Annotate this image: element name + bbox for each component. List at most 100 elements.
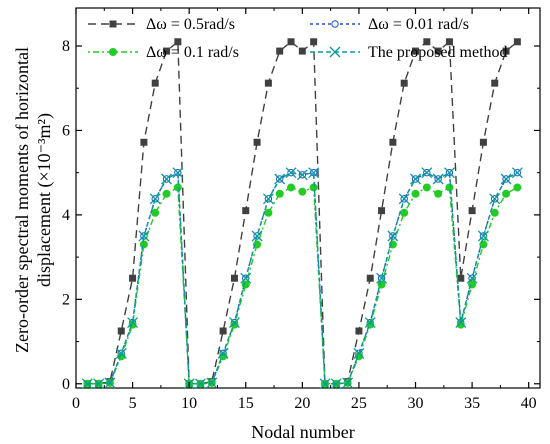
data-point [355,327,363,335]
data-point [513,38,521,46]
x-tick-label: 10 [181,395,197,412]
series-1 [83,38,521,388]
data-point [285,167,297,179]
data-point [364,317,376,329]
y-tick-label: 2 [62,291,70,308]
data-point [276,47,284,55]
x-tick-label: 20 [294,395,310,412]
data-point [174,38,182,46]
data-point [400,79,408,87]
data-point [230,274,238,282]
data-point [421,167,433,179]
legend-label: Δω = 0.01 rad/s [368,16,469,33]
data-point [500,173,512,185]
data-point [172,167,184,179]
data-point [298,47,306,55]
data-point [287,183,296,192]
data-point [195,378,206,390]
x-tick-label: 35 [464,395,480,412]
data-point [377,280,386,289]
plot-border [75,7,541,389]
data-point [253,138,261,146]
legend-item-3: Δω = 0.1 rad/s [88,44,239,61]
data-point [93,378,105,390]
y-tick-label: 4 [62,207,70,224]
series-4 [81,167,523,390]
data-point [445,38,453,46]
x-tick-label: 25 [351,395,367,412]
data-point [479,138,487,146]
data-point [262,193,274,205]
data-point [353,347,365,359]
data-point [319,378,331,390]
legend-item-2: Δω = 0.01 rad/s [310,16,469,33]
data-point [376,272,388,284]
data-point [253,240,262,249]
data-point [456,320,465,329]
data-point [434,47,442,55]
data-point [109,48,117,56]
data-point [389,138,397,146]
data-point [490,208,499,217]
legend: Δω = 0.5rad/s Δω = 0.01 rad/s Δω = 0.1 rad… [88,16,508,61]
data-point [400,208,409,217]
data-point [264,79,272,87]
data-point [139,240,148,249]
data-point [455,317,467,329]
data-point [308,167,320,179]
legend-label: The proposed method [368,44,508,61]
series-3 [83,183,522,388]
plot-area [75,7,541,389]
data-point [310,38,318,46]
x-tick-label: 5 [129,395,137,412]
data-point [422,183,431,192]
series-line [87,171,518,385]
legend-label: Δω = 0.5rad/s [146,16,235,33]
series-2 [83,168,522,388]
x-axis-label: Nodal number [251,422,354,442]
data-point [378,207,386,215]
series-line [87,171,518,385]
y-axis-label-line1: Zero-order spectral moments of horizonta… [12,47,32,353]
data-point [219,352,228,361]
data-point [217,347,229,359]
legend-label: Δω = 0.1 rad/s [146,44,239,61]
data-point [162,189,171,198]
data-point [329,46,341,58]
data-point [342,377,354,389]
data-point [115,347,127,359]
data-point [161,173,172,185]
data-point [230,320,239,329]
data-point [298,187,307,196]
x-tick-label: 40 [521,395,537,412]
data-point [240,272,252,284]
data-point [412,47,420,55]
legend-item-4: The proposed method [310,44,508,61]
data-point [228,317,240,329]
data-point [219,327,227,335]
data-point [129,274,137,282]
data-point [411,189,420,198]
data-point [264,208,273,217]
data-point [117,327,125,335]
data-point [275,189,284,198]
y-tick-label: 6 [62,122,70,139]
data-point [173,183,182,192]
data-point [513,183,522,192]
data-point [287,38,295,46]
data-point [466,272,478,284]
data-point [149,193,161,205]
y-tick-label: 0 [62,376,70,393]
data-point [432,173,444,185]
data-point [296,169,308,181]
x-tick-label: 15 [238,395,254,412]
data-point [477,230,489,242]
data-point [242,207,250,215]
data-point [151,79,159,87]
y-tick-label: 8 [62,38,70,55]
data-point [387,230,399,242]
data-point [151,208,160,217]
data-point [502,189,511,198]
data-point [366,274,374,282]
